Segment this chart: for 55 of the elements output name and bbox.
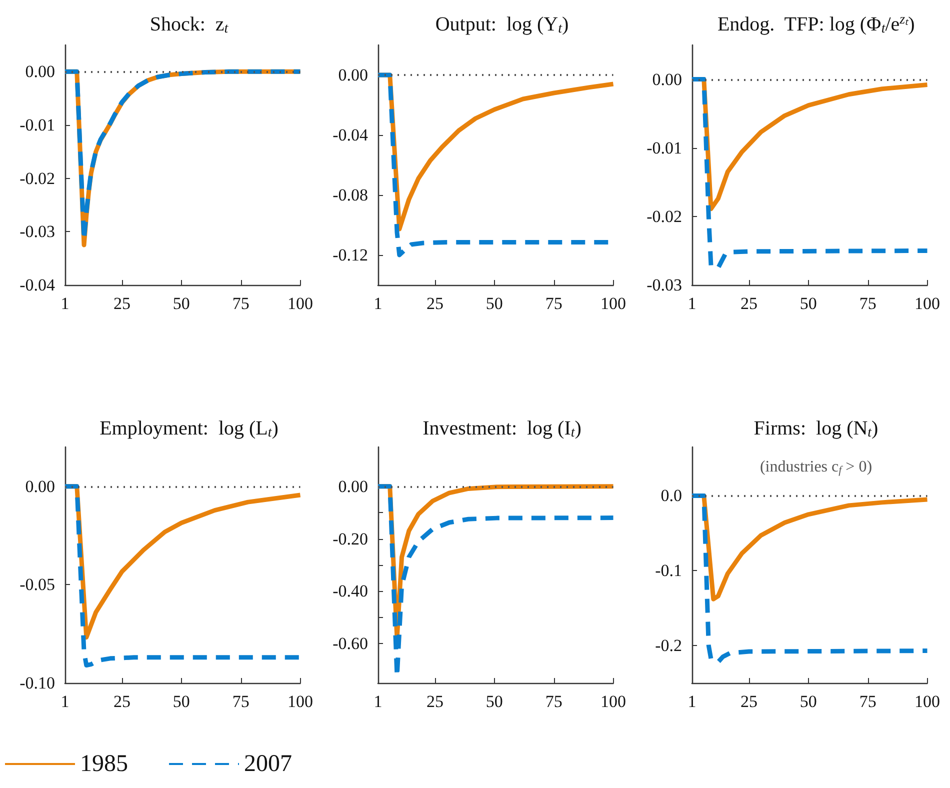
x-tick-label: 75: [859, 294, 876, 313]
y-tick-label: -0.10: [20, 674, 55, 692]
y-tick-label: -0.01: [646, 138, 682, 158]
x-tick-label: 50: [800, 294, 817, 313]
y-tick-label: 0.0: [660, 486, 682, 506]
x-tick-label: 25: [740, 692, 758, 711]
y-tick-label: -0.04: [332, 126, 368, 144]
x-tick-label: 75: [232, 294, 250, 313]
x-tick-label: 75: [545, 692, 562, 711]
y-tick-label: 0.00: [652, 70, 682, 89]
x-tick-label: 25: [426, 294, 444, 313]
x-tick-label: 1: [688, 294, 696, 313]
x-tick-label: 1: [60, 294, 70, 313]
y-tick-label: -0.08: [332, 186, 368, 204]
y-tick-label: -0.04: [20, 276, 56, 294]
y-tick-label: 0.00: [25, 62, 55, 82]
y-tick-label: -0.40: [332, 582, 368, 601]
x-tick-label: 100: [914, 692, 940, 711]
y-tick-label: 0.00: [338, 66, 368, 84]
x-tick-label: 100: [288, 692, 313, 711]
x-tick-label: 100: [914, 294, 940, 313]
x-tick-label: 100: [288, 294, 313, 313]
y-tick-label: -0.20: [332, 529, 368, 548]
legend-label: 2007: [244, 751, 292, 777]
x-tick-label: 50: [486, 294, 503, 313]
x-tick-label: 75: [232, 692, 250, 711]
x-tick-label: 25: [114, 692, 131, 711]
x-tick-label: 100: [600, 294, 626, 313]
y-tick-label: 0.00: [338, 476, 368, 496]
y-tick-label: -0.2: [655, 636, 682, 656]
y-tick-label: -0.03: [646, 276, 682, 294]
x-tick-label: 50: [172, 294, 190, 313]
x-tick-label: 1: [688, 692, 696, 711]
x-tick-label: 25: [426, 692, 444, 711]
y-tick-label: -0.1: [655, 561, 682, 580]
legend-label: 1985: [80, 751, 128, 777]
x-tick-label: 1: [60, 692, 70, 711]
x-tick-label: 100: [600, 692, 626, 711]
y-tick-label: -0.03: [20, 222, 55, 242]
y-tick-label: -0.60: [332, 634, 368, 654]
y-tick-label: -0.01: [20, 116, 55, 134]
x-tick-label: 75: [545, 294, 562, 313]
x-tick-label: 25: [114, 294, 131, 313]
y-tick-label: 0.00: [25, 476, 55, 496]
y-tick-label: -0.02: [20, 168, 55, 188]
x-tick-label: 1: [374, 692, 382, 711]
x-tick-label: 1: [374, 294, 382, 313]
y-tick-label: -0.12: [332, 246, 368, 264]
x-tick-label: 50: [486, 692, 503, 711]
y-tick-label: -0.02: [646, 206, 682, 226]
x-tick-label: 75: [859, 692, 876, 711]
x-tick-label: 50: [800, 692, 817, 711]
x-tick-label: 50: [172, 692, 190, 711]
y-tick-label: -0.05: [20, 575, 55, 594]
x-tick-label: 25: [740, 294, 758, 313]
